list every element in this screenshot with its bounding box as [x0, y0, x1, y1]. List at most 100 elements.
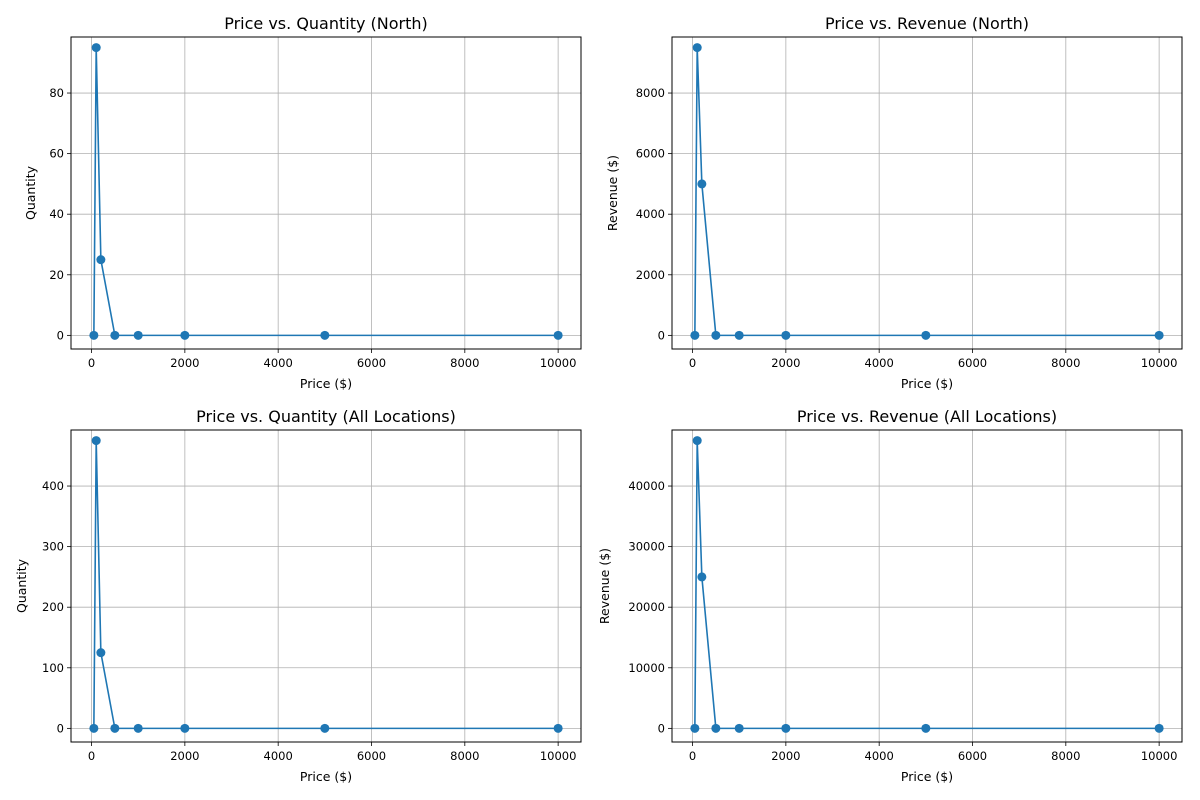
x-tick-label: 0: [88, 749, 95, 763]
x-tick-label: 0: [689, 749, 696, 763]
y-axis-label: Quantity: [14, 558, 29, 613]
x-tick-label: 10000: [540, 356, 577, 370]
data-point: [697, 179, 707, 189]
y-axis-label: Revenue ($): [597, 548, 612, 624]
x-tick-label: 10000: [540, 749, 577, 763]
x-tick-label: 2000: [771, 749, 800, 763]
x-axis-label: Price ($): [300, 769, 352, 784]
data-point: [133, 330, 143, 340]
plot-area: 0 2000 4000 6000 8000 10000 0 10000 20000 30000 40…: [628, 429, 1183, 763]
data-point: [734, 723, 744, 733]
data-point: [921, 723, 931, 733]
subplot-title: Price vs. Revenue (North): [825, 14, 1029, 33]
y-tick-label: 300: [42, 540, 64, 554]
y-tick-label: 0: [658, 721, 665, 735]
subplot-title: Price vs. Quantity (North): [224, 14, 428, 33]
series-line: [694, 440, 1160, 730]
data-point: [697, 572, 707, 582]
subplot-price-vs-revenue-north: Price vs. Revenue (North) Price ($) Reve…: [605, 14, 1183, 391]
axes-frame: [671, 429, 1183, 743]
data-point: [690, 330, 700, 340]
data-point: [110, 723, 120, 733]
data-point: [692, 436, 702, 446]
plot-area: 0 2000 4000 6000 8000 10000 0 20 40 60 80: [49, 36, 582, 370]
axes-frame: [70, 429, 582, 743]
data-point: [91, 436, 101, 446]
data-point: [180, 723, 190, 733]
y-tick-label: 80: [49, 86, 64, 100]
x-tick-label: 10000: [1141, 749, 1178, 763]
y-tick-label: 0: [57, 328, 64, 342]
data-point: [320, 723, 330, 733]
data-point: [690, 723, 700, 733]
data-point: [553, 723, 563, 733]
y-tick-label: 400: [42, 479, 64, 493]
x-tick-label: 4000: [865, 749, 894, 763]
data-point: [711, 330, 721, 340]
x-tick-label: 0: [689, 356, 696, 370]
x-tick-label: 6000: [357, 356, 386, 370]
y-tick-label: 4000: [636, 207, 665, 221]
data-point: [110, 330, 120, 340]
x-tick-label: 2000: [170, 356, 199, 370]
y-tick-label: 6000: [636, 147, 665, 161]
subplot-title: Price vs. Revenue (All Locations): [797, 407, 1057, 426]
y-tick-label: 2000: [636, 268, 665, 282]
x-axis-label: Price ($): [901, 769, 953, 784]
x-tick-label: 2000: [170, 749, 199, 763]
data-point: [921, 330, 931, 340]
x-tick-label: 10000: [1141, 356, 1178, 370]
y-tick-label: 20000: [628, 600, 665, 614]
x-axis-label: Price ($): [300, 376, 352, 391]
axes-frame: [671, 36, 1183, 350]
y-tick-label: 10000: [628, 661, 665, 675]
data-point: [711, 723, 721, 733]
y-tick-label: 100: [42, 661, 64, 675]
data-point: [91, 43, 101, 53]
x-tick-label: 8000: [1051, 356, 1080, 370]
y-tick-label: 0: [57, 721, 64, 735]
y-tick-label: 40: [49, 207, 64, 221]
y-axis-label: Quantity: [23, 165, 38, 220]
data-point: [96, 648, 106, 658]
plot-area: 0 2000 4000 6000 8000 10000 0 2000 4000 6000 8000: [636, 36, 1183, 370]
subplot-price-vs-quantity-all-locations: Price vs. Quantity (All Locations) Price…: [14, 407, 582, 784]
data-point: [781, 330, 791, 340]
data-point: [692, 43, 702, 53]
data-point: [781, 723, 791, 733]
y-tick-label: 8000: [636, 86, 665, 100]
data-point: [96, 255, 106, 265]
y-tick-label: 0: [658, 328, 665, 342]
y-axis-label: Revenue ($): [605, 155, 620, 231]
series-line: [93, 440, 559, 730]
series-line: [694, 47, 1160, 337]
series-line: [93, 47, 559, 337]
x-tick-label: 4000: [865, 356, 894, 370]
x-tick-label: 6000: [958, 749, 987, 763]
y-tick-label: 30000: [628, 540, 665, 554]
x-axis-label: Price ($): [901, 376, 953, 391]
x-tick-label: 6000: [357, 749, 386, 763]
data-point: [180, 330, 190, 340]
subplot-price-vs-quantity-north: Price vs. Quantity (North) Price ($) Qua…: [23, 14, 582, 391]
x-tick-label: 4000: [264, 356, 293, 370]
x-tick-label: 4000: [264, 749, 293, 763]
x-tick-label: 8000: [450, 356, 479, 370]
y-tick-label: 200: [42, 600, 64, 614]
x-tick-label: 8000: [450, 749, 479, 763]
data-point: [1154, 723, 1164, 733]
data-point: [1154, 330, 1164, 340]
y-tick-label: 20: [49, 268, 64, 282]
data-point: [89, 330, 99, 340]
axes-frame: [70, 36, 582, 350]
x-tick-label: 0: [88, 356, 95, 370]
data-point: [734, 330, 744, 340]
data-point: [553, 330, 563, 340]
plot-area: 0 2000 4000 6000 8000 10000 0 100 200 300 400: [42, 429, 582, 763]
x-tick-label: 2000: [771, 356, 800, 370]
y-tick-label: 40000: [628, 479, 665, 493]
x-tick-label: 6000: [958, 356, 987, 370]
data-point: [89, 723, 99, 733]
